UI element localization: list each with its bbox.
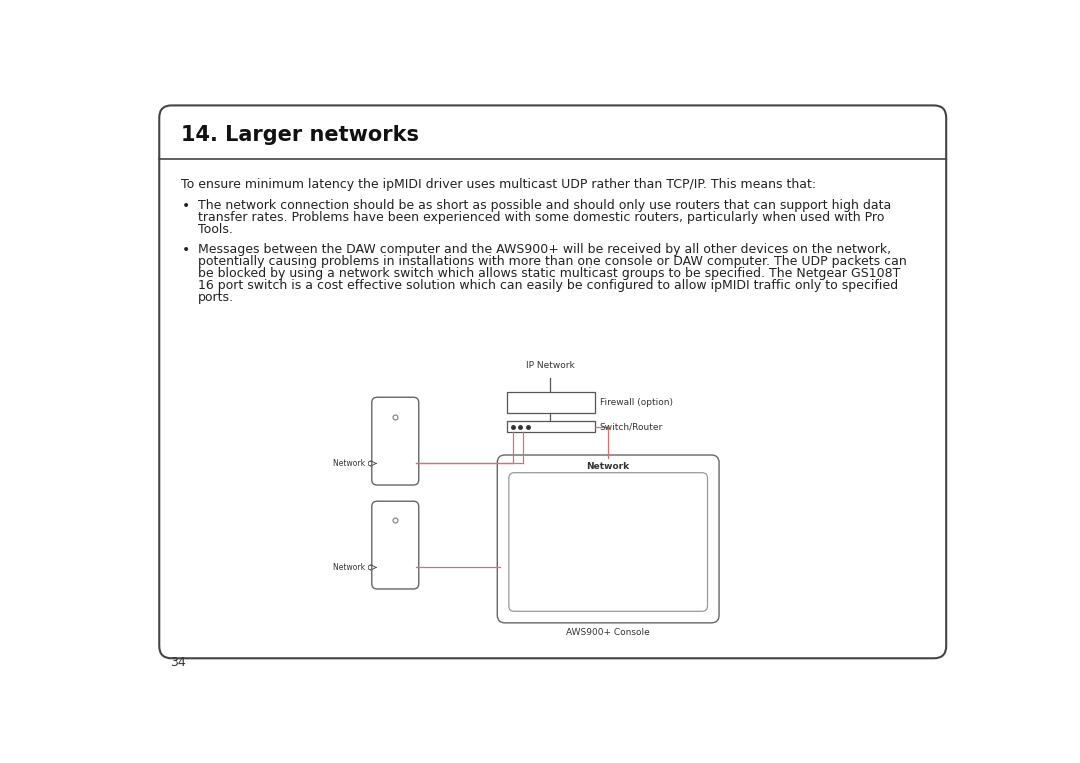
FancyBboxPatch shape [159,105,946,658]
Text: Network: Network [586,462,630,471]
Text: IP Network: IP Network [526,362,575,370]
Text: •: • [183,243,190,257]
Text: be blocked by using a network switch which allows static multicast groups to be : be blocked by using a network switch whi… [198,267,900,280]
Text: 34: 34 [170,656,186,669]
FancyBboxPatch shape [509,473,707,611]
Text: 16 port switch is a cost effective solution which can easily be configured to al: 16 port switch is a cost effective solut… [198,278,897,291]
Text: AWS900+ Console: AWS900+ Console [566,628,650,637]
Bar [507,392,595,414]
Bar [507,421,595,432]
Text: The network connection should be as short as possible and should only use router: The network connection should be as shor… [198,199,891,212]
Text: Firewall (option): Firewall (option) [599,398,673,407]
Text: To ensure minimum latency the ipMIDI driver uses multicast UDP rather than TCP/I: To ensure minimum latency the ipMIDI dri… [180,178,816,191]
Text: Messages between the DAW computer and the AWS900+ will be received by all other : Messages between the DAW computer and th… [198,243,891,256]
Text: Network c: Network c [333,459,372,468]
Text: 14. Larger networks: 14. Larger networks [180,124,419,145]
Text: Network c: Network c [333,563,372,572]
FancyBboxPatch shape [372,398,419,485]
Text: Tools.: Tools. [198,224,232,237]
Text: •: • [183,199,190,214]
Text: ports.: ports. [198,291,233,304]
FancyBboxPatch shape [372,501,419,589]
Text: potentially causing problems in installations with more than one console or DAW : potentially causing problems in installa… [198,255,906,268]
Text: Switch/Router: Switch/Router [599,422,663,431]
FancyBboxPatch shape [497,455,719,623]
Text: transfer rates. Problems have been experienced with some domestic routers, parti: transfer rates. Problems have been exper… [198,211,885,224]
